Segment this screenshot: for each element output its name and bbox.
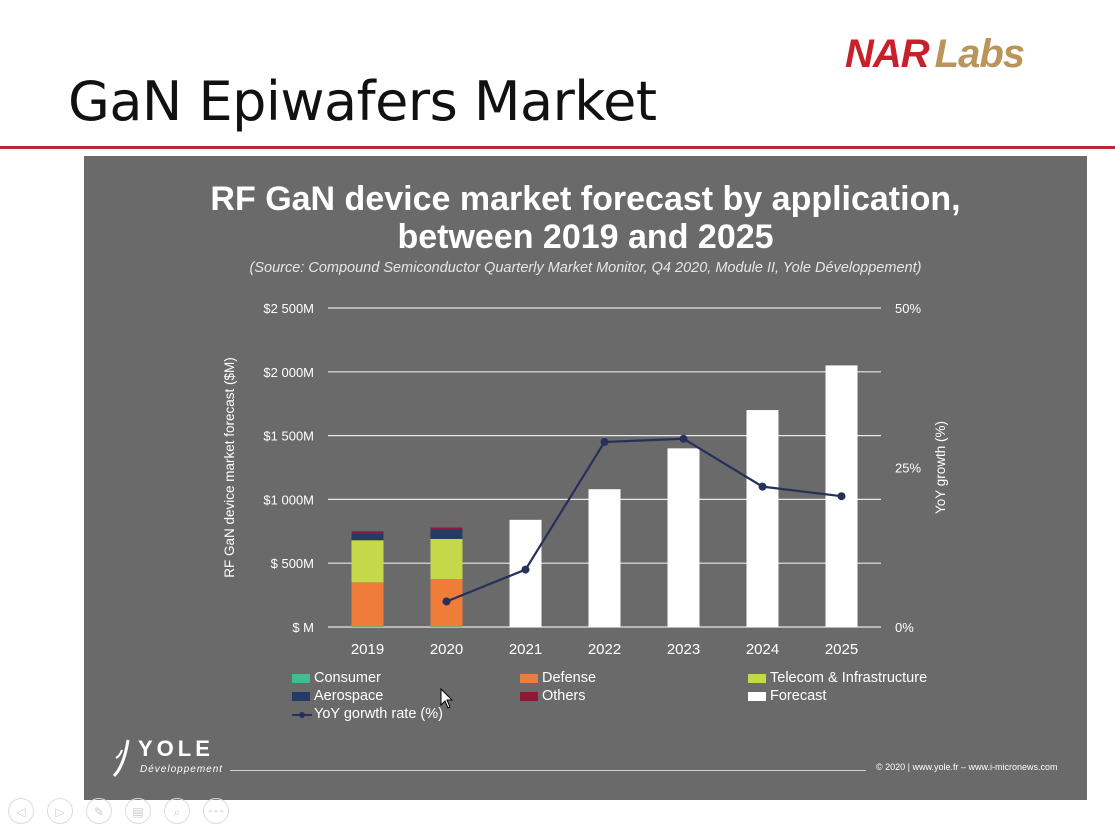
chart-svg: $ M $ 500M $1 000M $1 500M $2 000M $2 500M 0% 2…	[222, 301, 948, 658]
bar-others	[351, 531, 384, 534]
bar-defense	[351, 582, 384, 627]
legend-swatch-consumer	[292, 674, 310, 683]
x-tick-label: 2020	[430, 641, 463, 658]
logo-labs-text: Labs	[934, 32, 1025, 76]
narlabs-logo: NAR Labs	[845, 32, 1025, 77]
legend-label-yoy: YoY gorwth rate (%)	[314, 706, 443, 722]
x-tick-label: 2025	[825, 641, 858, 658]
legend-swatch-defense	[520, 674, 538, 683]
zoom-icon[interactable]: ⌕	[164, 798, 190, 824]
yoy-growth-point	[679, 434, 688, 443]
yoy-growth-point	[442, 597, 451, 606]
legend-label-others: Others	[542, 688, 586, 704]
chart-subtitle: (Source: Compound Semiconductor Quarterl…	[249, 260, 922, 276]
yole-name: YOLE	[138, 736, 214, 761]
legend-label-telecom: Telecom & Infrastructure	[770, 670, 928, 686]
legend-label-defense: Defense	[542, 670, 597, 686]
legend-swatch-others	[520, 692, 538, 701]
yoy-growth-line	[446, 437, 842, 603]
y-tick-label: $2 000M	[263, 365, 314, 380]
bar-forecast	[667, 448, 700, 627]
yole-subtitle: Développement	[140, 764, 224, 775]
footer-divider	[230, 770, 866, 771]
y2-axis-label: YoY growth (%)	[933, 421, 948, 514]
next-slide-icon[interactable]: ▷	[47, 798, 73, 824]
yoy-growth-point	[758, 482, 767, 491]
legend-line-icon	[292, 712, 312, 718]
x-tick-label: 2024	[746, 641, 779, 658]
yoy-growth-point	[837, 492, 846, 501]
chart-legend: Consumer Defense Telecom & Infrastructur…	[292, 670, 992, 730]
yoy-growth-point	[600, 437, 609, 446]
mouse-cursor-icon	[440, 688, 454, 709]
y2-tick-label: 50%	[895, 301, 921, 316]
slides-overview-icon[interactable]: ▤	[125, 798, 151, 824]
y2-tick-label: 0%	[895, 620, 914, 635]
x-tick-label: 2022	[588, 641, 621, 658]
bar-consumer	[351, 626, 384, 627]
yoy-growth-point	[521, 565, 530, 574]
bar-forecast	[746, 410, 779, 627]
bar-telecom-infrastructure	[430, 538, 463, 580]
pen-icon[interactable]: ✎	[86, 798, 112, 824]
y-tick-label: $1 500M	[263, 429, 314, 444]
chart-title-line2: between 2019 and 2025	[397, 218, 774, 256]
y-axis-label: RF GaN device market forecast ($M)	[222, 357, 237, 578]
legend-swatch-aerospace	[292, 692, 310, 701]
y-tick-label: $2 500M	[263, 301, 314, 316]
bar-others	[430, 527, 463, 530]
chart-panel: RF GaN device market forecast by applica…	[84, 156, 1087, 800]
x-tick-label: 2023	[667, 641, 700, 658]
bar-forecast	[588, 489, 621, 627]
legend-label-aerospace: Aerospace	[314, 688, 384, 704]
chart-title-line1: RF GaN device market forecast by applica…	[210, 180, 961, 218]
slide-title: GaN Epiwafers Market	[68, 70, 657, 133]
x-tick-label: 2021	[509, 641, 542, 658]
logo-nar-text: NAR	[845, 32, 930, 76]
yole-logo-mark	[112, 739, 130, 778]
legend-swatch-forecast	[748, 692, 766, 701]
legend-label-consumer: Consumer	[314, 670, 381, 686]
legend-swatch-telecom	[748, 674, 766, 683]
y-tick-label: $ M	[292, 620, 314, 635]
y2-tick-label: 25%	[895, 461, 921, 476]
chart-title: RF GaN device market forecast by applica…	[84, 180, 1087, 256]
bar-aerospace	[430, 529, 463, 539]
y-tick-label: $ 500M	[271, 556, 314, 571]
x-tick-label: 2019	[351, 641, 384, 658]
bar-consumer	[430, 626, 463, 627]
title-divider	[0, 146, 1115, 149]
bar-aerospace	[351, 533, 384, 541]
y-tick-label: $1 000M	[263, 492, 314, 507]
legend-label-forecast: Forecast	[770, 688, 827, 704]
copyright-text: © 2020 | www.yole.fr – www.i-micronews.c…	[876, 762, 1058, 772]
bar-telecom-infrastructure	[351, 540, 384, 583]
prev-slide-icon[interactable]: ◁	[8, 798, 34, 824]
more-options-icon[interactable]: ∘∘∘	[203, 798, 229, 824]
